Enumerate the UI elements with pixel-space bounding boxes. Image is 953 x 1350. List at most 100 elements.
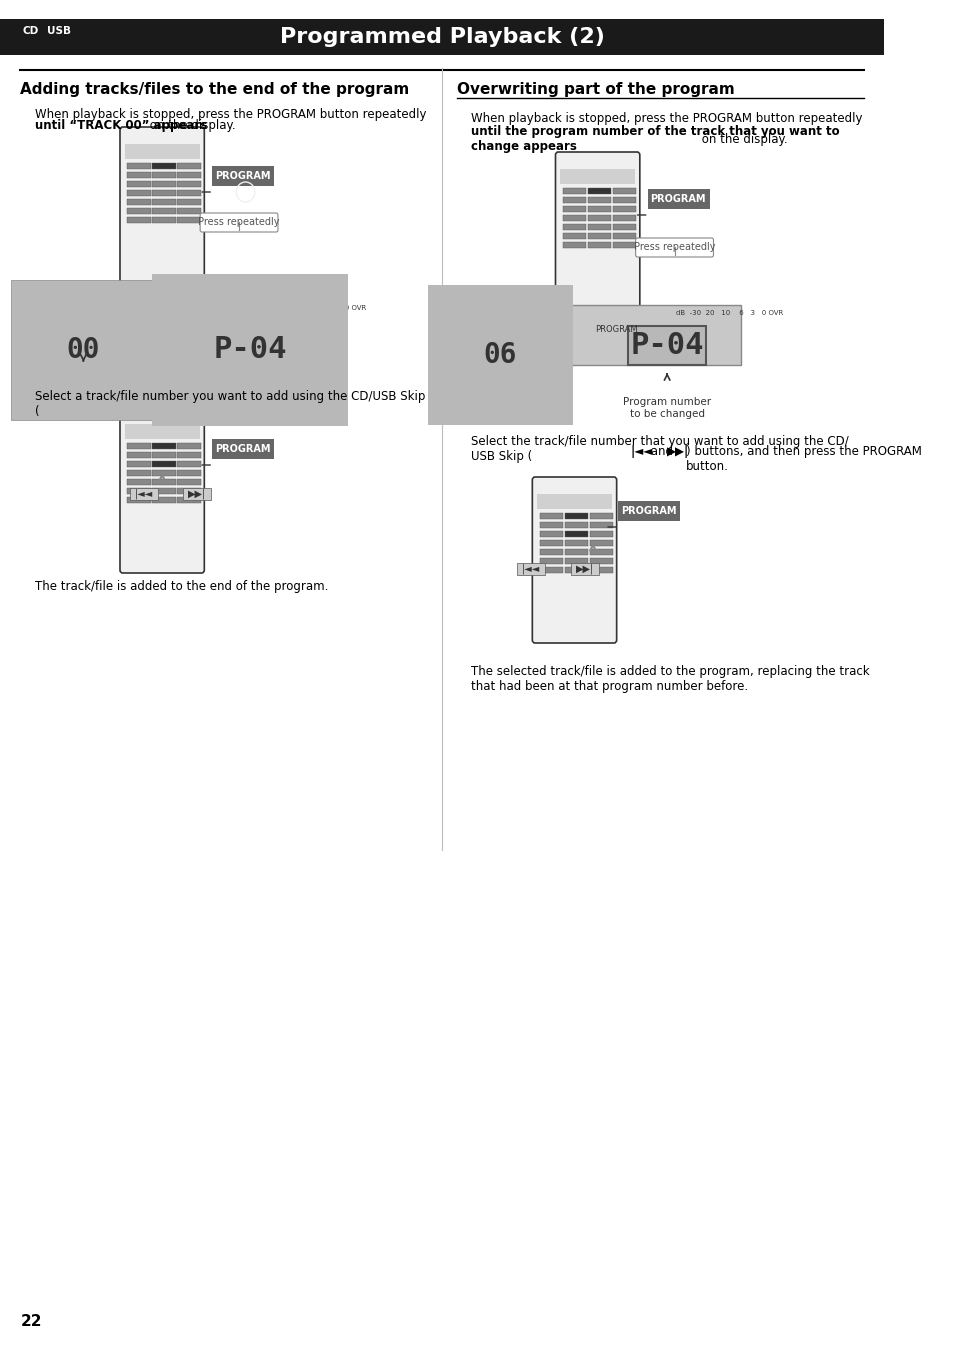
Text: dB  -30  20   10    6   3   0 OVR: dB -30 20 10 6 3 0 OVR <box>676 310 782 316</box>
Bar <box>152 217 175 223</box>
Text: CD: CD <box>23 26 39 36</box>
Text: PROGRAM: PROGRAM <box>177 320 220 329</box>
Bar <box>587 197 611 202</box>
Bar <box>128 171 151 178</box>
Bar <box>587 205 611 212</box>
Bar <box>128 452 151 458</box>
FancyBboxPatch shape <box>475 306 496 320</box>
FancyBboxPatch shape <box>532 477 616 643</box>
FancyBboxPatch shape <box>58 302 79 315</box>
Bar <box>587 188 611 194</box>
Text: |◄◄: |◄◄ <box>134 489 152 500</box>
Text: CD: CD <box>61 302 76 313</box>
Bar <box>562 232 585 239</box>
Bar <box>589 558 612 564</box>
Text: USB: USB <box>48 26 71 36</box>
Bar <box>177 190 200 196</box>
Bar <box>564 540 587 545</box>
Bar <box>177 181 200 186</box>
FancyBboxPatch shape <box>200 213 277 232</box>
Bar <box>562 188 585 194</box>
Bar <box>539 558 562 564</box>
Text: ▶▶|: ▶▶| <box>188 489 206 500</box>
Bar <box>152 163 175 169</box>
Bar <box>177 487 200 494</box>
FancyBboxPatch shape <box>635 238 713 256</box>
Bar <box>128 190 151 196</box>
Bar <box>564 558 587 564</box>
Bar <box>152 470 175 475</box>
Bar <box>177 470 200 475</box>
Bar <box>152 208 175 213</box>
Bar <box>539 549 562 555</box>
Text: P-04: P-04 <box>630 331 703 359</box>
Text: on the display.: on the display. <box>697 134 786 146</box>
Text: Select a track/file number you want to add using the CD/USB Skip
(: Select a track/file number you want to a… <box>35 390 425 418</box>
FancyBboxPatch shape <box>647 189 709 209</box>
Text: PROGRAM: PROGRAM <box>595 325 637 335</box>
Bar <box>55 300 324 360</box>
FancyBboxPatch shape <box>120 406 204 572</box>
Text: Press repeatedly: Press repeatedly <box>633 242 715 252</box>
Bar <box>587 215 611 221</box>
Text: and: and <box>646 446 676 458</box>
Bar <box>177 163 200 169</box>
Bar <box>612 197 636 202</box>
Bar <box>125 424 199 439</box>
Bar <box>612 205 636 212</box>
Bar <box>177 171 200 178</box>
Bar <box>612 188 636 194</box>
Bar <box>177 208 200 213</box>
Bar <box>177 497 200 502</box>
Text: |◄◄: |◄◄ <box>629 446 652 458</box>
Bar <box>177 443 200 448</box>
FancyBboxPatch shape <box>212 166 274 186</box>
Text: When playback is stopped, press the PROGRAM button repeatedly: When playback is stopped, press the PROG… <box>470 112 862 140</box>
Bar <box>128 487 151 494</box>
Bar <box>128 470 151 475</box>
Text: 00: 00 <box>67 336 100 364</box>
Bar <box>128 497 151 502</box>
Bar <box>539 513 562 518</box>
Text: |◄◄: |◄◄ <box>521 564 539 574</box>
Bar <box>128 181 151 186</box>
Text: P-04: P-04 <box>213 336 287 364</box>
Bar <box>539 567 562 572</box>
Text: on the display.: on the display. <box>146 119 235 132</box>
Bar <box>177 198 200 205</box>
Bar <box>128 208 151 213</box>
Bar <box>128 163 151 169</box>
Bar <box>177 452 200 458</box>
Bar <box>128 198 151 205</box>
Text: until “TRACK 00” appears: until “TRACK 00” appears <box>35 119 207 132</box>
Bar <box>564 513 587 518</box>
Bar <box>539 531 562 537</box>
Bar <box>587 242 611 248</box>
Bar <box>152 497 175 502</box>
Bar <box>152 452 175 458</box>
Text: The track/file is added to the end of the program.: The track/file is added to the end of th… <box>35 580 328 593</box>
Bar <box>587 224 611 230</box>
Text: TRACK: TRACK <box>486 325 514 335</box>
Bar <box>177 460 200 467</box>
Text: ▶▶|: ▶▶| <box>575 564 593 574</box>
FancyBboxPatch shape <box>120 127 204 293</box>
Bar <box>125 144 199 159</box>
Bar <box>152 487 175 494</box>
Bar <box>539 540 562 545</box>
Bar <box>612 232 636 239</box>
Text: until the program number of the track that you want to
change appears: until the program number of the track th… <box>470 126 839 153</box>
Bar <box>128 443 151 448</box>
Bar <box>587 232 611 239</box>
Bar <box>177 217 200 223</box>
Text: Adding tracks/files to the end of the program: Adding tracks/files to the end of the pr… <box>20 82 409 97</box>
Bar <box>130 487 157 500</box>
Bar <box>177 479 200 485</box>
Text: PROGRAM: PROGRAM <box>214 444 271 454</box>
Text: Press repeatedly: Press repeatedly <box>198 217 279 227</box>
Text: dB  -30  20   10    6   3   0 OVR: dB -30 20 10 6 3 0 OVR <box>259 305 366 310</box>
Bar <box>537 494 612 509</box>
Bar <box>570 563 598 575</box>
Bar <box>128 460 151 467</box>
Bar <box>589 531 612 537</box>
